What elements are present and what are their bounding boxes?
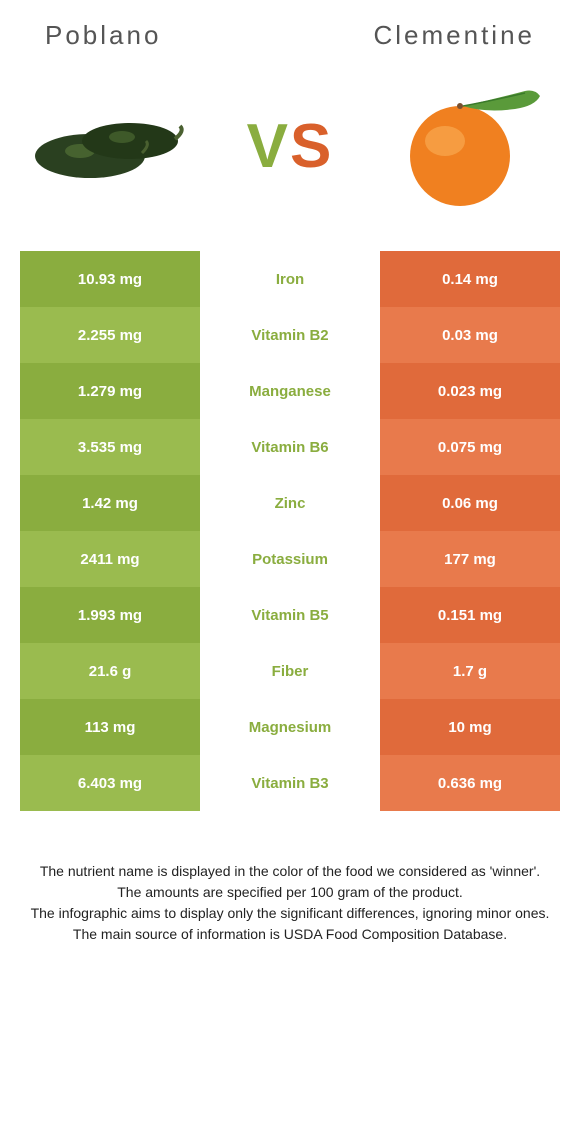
cell-right-value: 0.06 mg <box>380 475 560 531</box>
cell-right-value: 10 mg <box>380 699 560 755</box>
cell-nutrient-name: Zinc <box>200 475 380 531</box>
footer-line1: The nutrient name is displayed in the co… <box>30 861 550 882</box>
vs-label: VS <box>247 111 334 182</box>
clementine-image <box>370 81 560 211</box>
vs-s: S <box>290 112 333 181</box>
cell-left-value: 21.6 g <box>20 643 200 699</box>
cell-right-value: 0.03 mg <box>380 307 560 363</box>
cell-nutrient-name: Vitamin B2 <box>200 307 380 363</box>
cell-left-value: 1.993 mg <box>20 587 200 643</box>
cell-right-value: 0.636 mg <box>380 755 560 811</box>
footer-line4: The main source of information is USDA F… <box>30 924 550 945</box>
cell-nutrient-name: Vitamin B6 <box>200 419 380 475</box>
cell-nutrient-name: Potassium <box>200 531 380 587</box>
cell-nutrient-name: Magnesium <box>200 699 380 755</box>
cell-right-value: 177 mg <box>380 531 560 587</box>
header-left: Poblano <box>45 20 161 51</box>
footer-line2: The amounts are specified per 100 gram o… <box>30 882 550 903</box>
vs-v: V <box>247 112 290 181</box>
table-row: 1.42 mgZinc0.06 mg <box>20 475 560 531</box>
cell-left-value: 6.403 mg <box>20 755 200 811</box>
table-row: 2411 mgPotassium177 mg <box>20 531 560 587</box>
cell-nutrient-name: Vitamin B3 <box>200 755 380 811</box>
table-row: 3.535 mgVitamin B60.075 mg <box>20 419 560 475</box>
poblano-icon <box>30 101 200 191</box>
table-row: 21.6 gFiber1.7 g <box>20 643 560 699</box>
cell-right-value: 1.7 g <box>380 643 560 699</box>
table-row: 113 mgMagnesium10 mg <box>20 699 560 755</box>
cell-nutrient-name: Iron <box>200 251 380 307</box>
comparison-table: 10.93 mgIron0.14 mg2.255 mgVitamin B20.0… <box>20 251 560 811</box>
poblano-image <box>20 81 210 211</box>
cell-nutrient-name: Vitamin B5 <box>200 587 380 643</box>
table-row: 1.993 mgVitamin B50.151 mg <box>20 587 560 643</box>
cell-right-value: 0.075 mg <box>380 419 560 475</box>
cell-left-value: 2411 mg <box>20 531 200 587</box>
cell-left-value: 1.42 mg <box>20 475 200 531</box>
header-right: Clementine <box>373 20 535 51</box>
header-row: Poblano Clementine <box>0 0 580 61</box>
table-row: 6.403 mgVitamin B30.636 mg <box>20 755 560 811</box>
cell-left-value: 113 mg <box>20 699 200 755</box>
cell-nutrient-name: Manganese <box>200 363 380 419</box>
table-row: 2.255 mgVitamin B20.03 mg <box>20 307 560 363</box>
footer-line3: The infographic aims to display only the… <box>30 903 550 924</box>
cell-right-value: 0.023 mg <box>380 363 560 419</box>
images-row: VS <box>0 61 580 251</box>
cell-left-value: 2.255 mg <box>20 307 200 363</box>
clementine-icon <box>385 81 545 211</box>
cell-right-value: 0.151 mg <box>380 587 560 643</box>
cell-left-value: 3.535 mg <box>20 419 200 475</box>
cell-right-value: 0.14 mg <box>380 251 560 307</box>
cell-left-value: 1.279 mg <box>20 363 200 419</box>
table-row: 1.279 mgManganese0.023 mg <box>20 363 560 419</box>
table-row: 10.93 mgIron0.14 mg <box>20 251 560 307</box>
cell-left-value: 10.93 mg <box>20 251 200 307</box>
cell-nutrient-name: Fiber <box>200 643 380 699</box>
footer-text: The nutrient name is displayed in the co… <box>0 811 580 965</box>
